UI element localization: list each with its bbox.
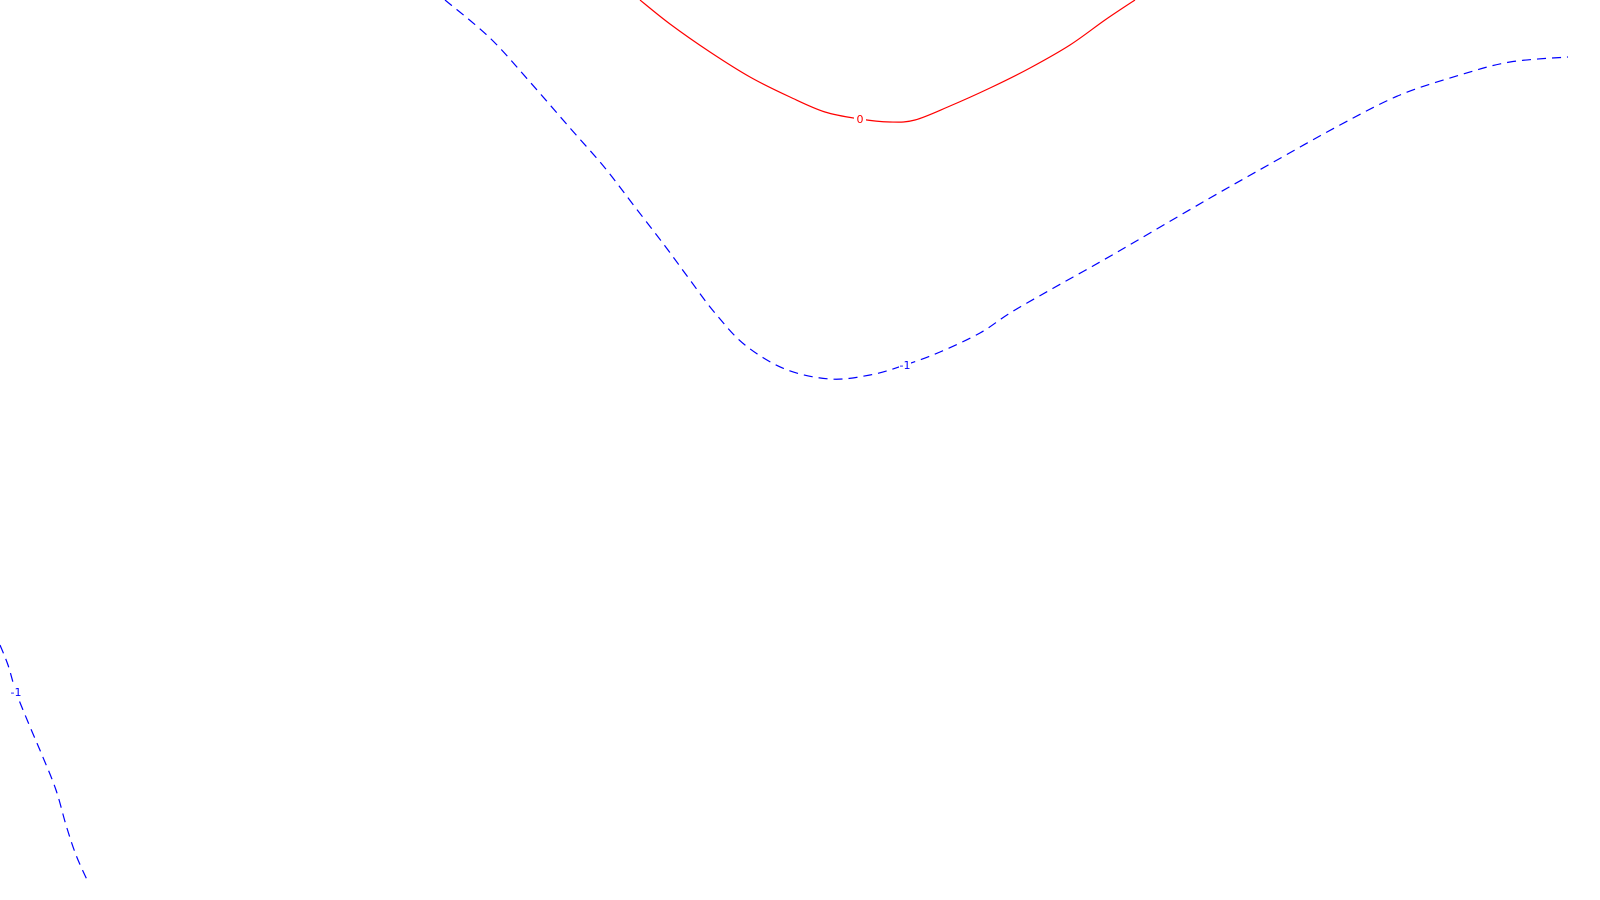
contour-labels-group: 0 -1 -1 [10,113,911,699]
contour-line-level-0-segment-1 [639,0,1136,123]
contour-label-level--1: -1 [900,359,911,372]
contour-label-level-0: 0 [857,113,864,126]
contour-line-level--1-segment-2 [0,644,89,883]
contour-label-background [854,113,866,125]
contour-label-background [10,686,22,698]
contour-label-background [899,359,911,371]
contour-label-level--1: -1 [11,686,22,699]
